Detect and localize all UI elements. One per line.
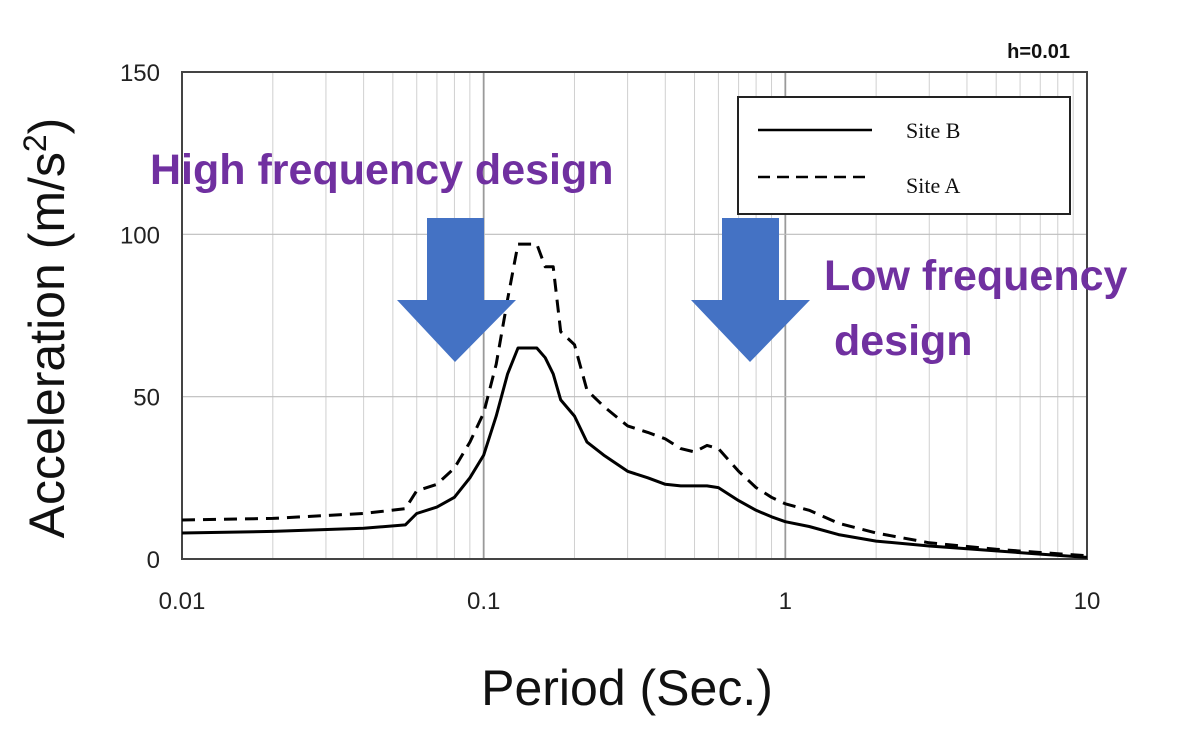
low-frequency-arrow-icon xyxy=(691,218,810,362)
series-line-site-b xyxy=(181,346,1088,559)
x-tick-label: 0.1 xyxy=(467,588,500,615)
low-frequency-annotation-line2: design xyxy=(834,317,973,365)
high-frequency-arrow-icon xyxy=(397,218,516,362)
series-lines xyxy=(181,242,1088,559)
y-axis-title-superscript: 2 xyxy=(17,134,53,152)
plot-frame xyxy=(181,71,1088,560)
y-axis-title: Acceleration (m/s2) xyxy=(17,118,75,539)
y-tick-label: 150 xyxy=(120,60,160,87)
x-tick-label: 1 xyxy=(779,588,792,615)
series-line-site-a xyxy=(181,242,1088,558)
y-axis-title-end: ) xyxy=(19,118,75,135)
high-frequency-annotation: High frequency design xyxy=(150,146,614,194)
y-tick-label: 50 xyxy=(133,385,160,412)
x-tick-label: 10 xyxy=(1074,588,1101,615)
legend: Site B Site A xyxy=(737,96,1071,215)
y-tick-label: 100 xyxy=(120,222,160,249)
low-frequency-annotation-line1: Low frequency xyxy=(824,252,1128,300)
y-axis-title-main: Acceleration (m/s xyxy=(19,152,75,538)
x-tick-label: 0.01 xyxy=(159,588,206,615)
x-axis-title: Period (Sec.) xyxy=(481,660,773,716)
legend-label-site-a: Site A xyxy=(906,173,961,198)
legend-box xyxy=(737,96,1071,215)
legend-label-site-b: Site B xyxy=(906,118,960,143)
y-tick-label: 0 xyxy=(147,547,160,574)
corner-label: h=0.01 xyxy=(1007,41,1070,63)
